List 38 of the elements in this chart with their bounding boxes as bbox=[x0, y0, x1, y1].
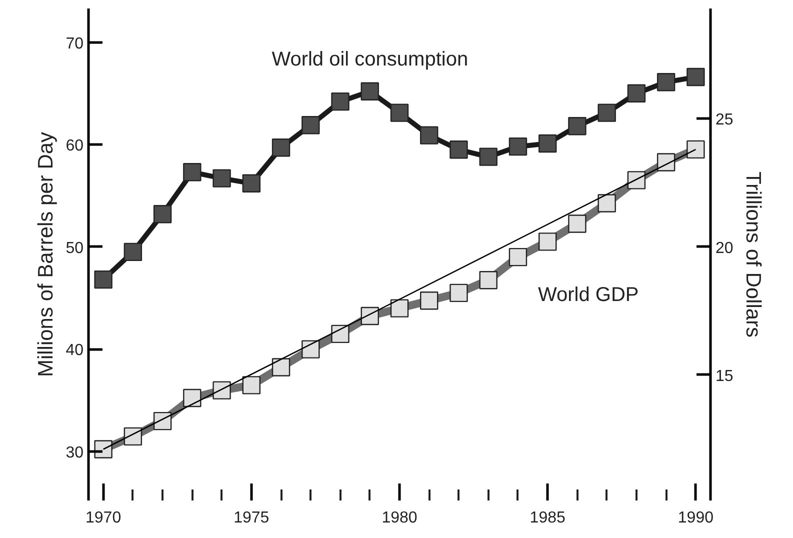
y-tick-label: 70 bbox=[66, 35, 84, 52]
x-tick-label: 1970 bbox=[86, 510, 122, 526]
point bbox=[331, 92, 350, 111]
point bbox=[94, 270, 112, 289]
point bbox=[183, 163, 202, 182]
y-tick-label: 30 bbox=[66, 444, 84, 462]
y-tick-label: 60 bbox=[66, 138, 84, 155]
point bbox=[124, 242, 142, 262]
point bbox=[508, 137, 528, 156]
point bbox=[212, 169, 231, 188]
point bbox=[242, 174, 261, 193]
y-tick-label: 40 bbox=[66, 342, 84, 360]
x-tick-label: 1990 bbox=[678, 510, 714, 526]
point bbox=[420, 126, 438, 144]
point bbox=[538, 134, 557, 153]
point bbox=[302, 116, 320, 134]
point bbox=[360, 82, 379, 100]
y2-tick-label: 15 bbox=[716, 368, 734, 385]
point bbox=[479, 148, 498, 166]
point bbox=[627, 84, 646, 102]
point bbox=[598, 104, 616, 122]
y2-tick-label: 20 bbox=[716, 240, 734, 257]
point bbox=[656, 73, 676, 92]
x-tick-label: 1985 bbox=[530, 510, 566, 526]
series-label: World oil consumption bbox=[272, 48, 468, 70]
point bbox=[153, 204, 172, 224]
point bbox=[686, 68, 705, 86]
x-tick-label: 1980 bbox=[382, 510, 418, 526]
y-axis-title: Millions of Barrels per Day bbox=[34, 131, 58, 378]
point bbox=[272, 138, 290, 157]
y2-axis-title: Trillions of Dollars bbox=[741, 171, 764, 338]
y2-tick-label: 25 bbox=[716, 112, 734, 129]
series-label: World GDP bbox=[538, 284, 639, 306]
point bbox=[390, 104, 409, 122]
y-tick-label: 50 bbox=[66, 240, 84, 257]
point bbox=[568, 117, 586, 136]
x-tick-label: 1975 bbox=[234, 510, 270, 526]
point bbox=[450, 140, 468, 159]
